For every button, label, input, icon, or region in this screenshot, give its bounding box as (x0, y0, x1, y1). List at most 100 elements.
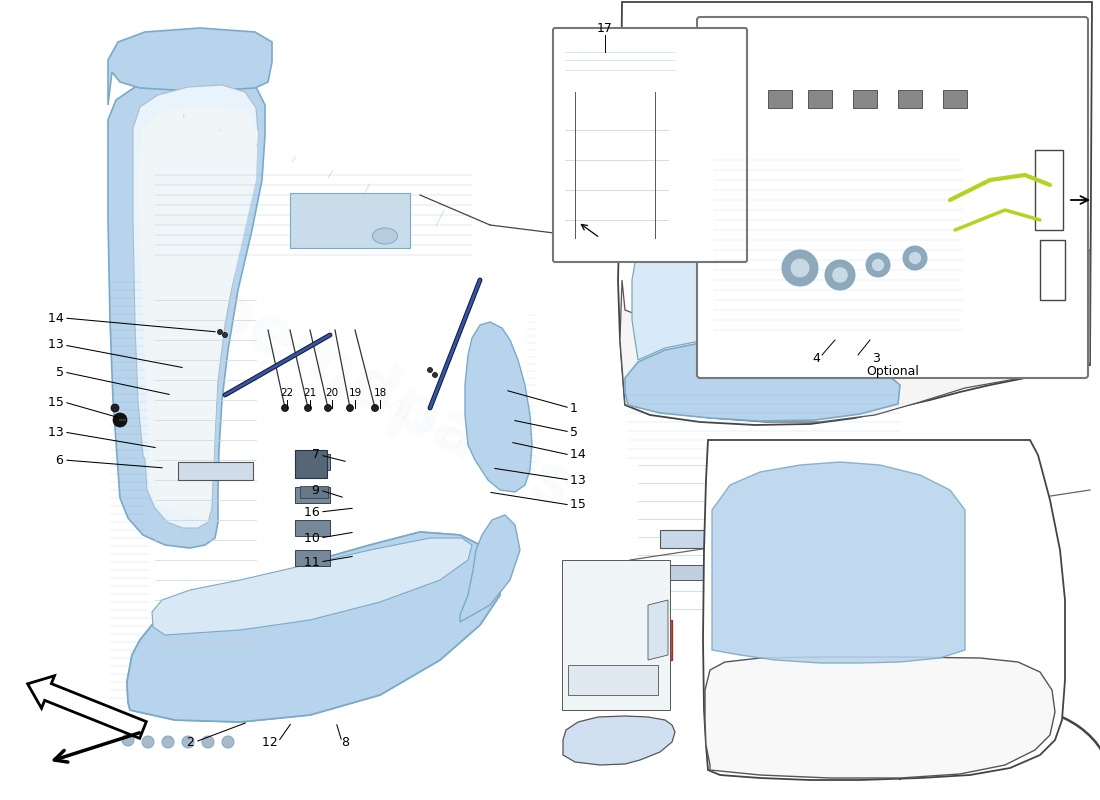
Text: oemdparts: oemdparts (196, 276, 584, 524)
Polygon shape (128, 537, 501, 722)
Text: 9: 9 (308, 483, 320, 497)
Polygon shape (126, 532, 500, 722)
Polygon shape (712, 462, 965, 663)
Text: 18: 18 (373, 388, 386, 398)
Polygon shape (703, 440, 1065, 780)
Text: 6: 6 (52, 454, 64, 466)
Bar (808, 90, 832, 108)
Polygon shape (632, 178, 895, 365)
Bar (295, 454, 330, 470)
Circle shape (825, 260, 855, 290)
Polygon shape (562, 560, 670, 710)
Text: 11: 11 (300, 555, 320, 569)
Text: 16: 16 (300, 506, 320, 518)
Polygon shape (460, 515, 520, 622)
Text: 7: 7 (308, 449, 320, 462)
Text: Optional: Optional (867, 366, 920, 378)
Bar (1040, 240, 1065, 300)
Bar (295, 450, 327, 478)
Polygon shape (108, 75, 265, 548)
Text: 13: 13 (570, 474, 590, 486)
FancyBboxPatch shape (553, 28, 747, 262)
Text: 13: 13 (44, 426, 64, 438)
Polygon shape (563, 716, 675, 765)
Circle shape (282, 405, 288, 411)
Polygon shape (133, 85, 258, 528)
Circle shape (871, 258, 884, 272)
Bar (295, 520, 330, 536)
Circle shape (866, 253, 890, 277)
Polygon shape (152, 538, 472, 635)
Polygon shape (465, 322, 532, 492)
Circle shape (142, 736, 154, 748)
Bar (768, 90, 792, 108)
Polygon shape (568, 665, 658, 695)
Bar (718, 696, 810, 718)
Text: 10: 10 (300, 531, 320, 545)
Text: 3: 3 (872, 351, 880, 365)
Circle shape (909, 251, 922, 265)
Polygon shape (618, 2, 1092, 425)
Text: 21: 21 (304, 388, 317, 398)
Circle shape (346, 405, 353, 411)
Bar (898, 90, 922, 108)
Bar (660, 530, 880, 548)
Bar (943, 90, 967, 108)
Circle shape (218, 330, 222, 334)
Circle shape (202, 736, 215, 748)
Bar (295, 487, 330, 503)
Circle shape (182, 736, 194, 748)
Bar (295, 550, 330, 566)
Ellipse shape (373, 228, 397, 244)
Text: 15: 15 (570, 498, 590, 511)
Polygon shape (126, 532, 500, 722)
Text: 19: 19 (349, 388, 362, 398)
Text: 8: 8 (342, 735, 354, 749)
Circle shape (324, 405, 331, 411)
Bar (632, 620, 670, 638)
Polygon shape (138, 105, 258, 522)
Bar (178, 462, 253, 480)
Circle shape (903, 246, 927, 270)
Circle shape (372, 405, 378, 411)
Circle shape (222, 736, 234, 748)
Text: 12: 12 (258, 735, 278, 749)
Circle shape (162, 736, 174, 748)
Text: 13: 13 (44, 338, 64, 351)
Text: parts since: parts since (366, 382, 514, 478)
FancyArrow shape (28, 676, 146, 738)
Text: 2: 2 (183, 735, 195, 749)
FancyBboxPatch shape (697, 17, 1088, 378)
Text: 14: 14 (570, 449, 590, 462)
Text: 22: 22 (280, 388, 294, 398)
Bar (735, 698, 793, 714)
Circle shape (222, 333, 228, 338)
Text: 4: 4 (812, 351, 820, 365)
Text: 17: 17 (597, 22, 613, 34)
Text: 1: 1 (570, 402, 582, 414)
Polygon shape (108, 28, 272, 105)
Bar (300, 486, 328, 498)
Circle shape (782, 250, 818, 286)
Circle shape (122, 734, 134, 746)
Circle shape (790, 258, 810, 278)
Circle shape (113, 413, 127, 427)
Circle shape (432, 373, 438, 378)
Circle shape (305, 405, 311, 411)
Bar (630, 620, 672, 660)
Bar (660, 565, 880, 580)
Polygon shape (648, 600, 668, 660)
Polygon shape (705, 657, 1055, 778)
Text: 14: 14 (44, 311, 64, 325)
Text: 20: 20 (326, 388, 339, 398)
Text: 5: 5 (52, 366, 64, 378)
Polygon shape (630, 90, 918, 162)
Polygon shape (625, 338, 900, 421)
Bar (852, 90, 877, 108)
Circle shape (111, 404, 119, 412)
Polygon shape (620, 250, 1090, 422)
Circle shape (428, 367, 432, 373)
Circle shape (832, 266, 848, 283)
Text: 5: 5 (570, 426, 582, 438)
Bar (290, 193, 410, 248)
